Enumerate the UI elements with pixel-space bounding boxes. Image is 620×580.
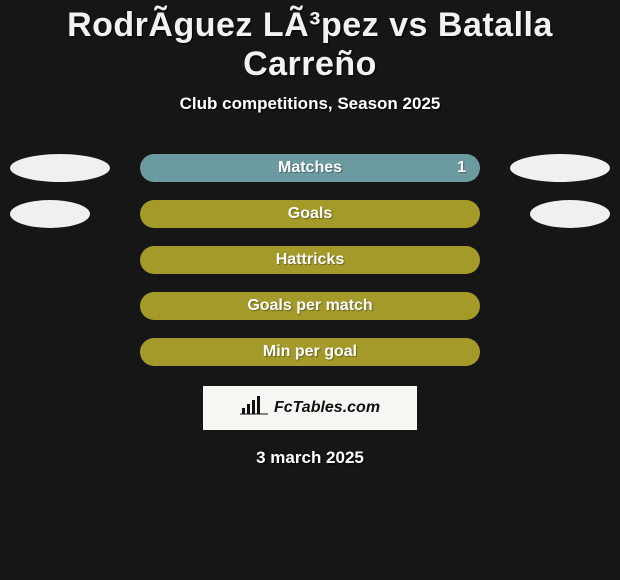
stat-bar: Min per goal: [140, 338, 480, 366]
stat-row: Hattricks: [0, 246, 620, 274]
stat-bar: Matches 1: [140, 154, 480, 182]
page-title: RodrÃ­guez LÃ³pez vs Batalla Carreño: [0, 0, 620, 84]
stat-row: Goals per match: [0, 292, 620, 320]
chart-bars-icon: [240, 396, 268, 421]
stat-label: Hattricks: [276, 251, 344, 269]
stat-label: Goals per match: [247, 297, 372, 315]
left-ellipse: [10, 154, 110, 182]
stat-row: Goals: [0, 200, 620, 228]
right-ellipse: [530, 200, 610, 228]
stat-row: Matches 1: [0, 154, 620, 182]
left-ellipse: [10, 200, 90, 228]
subtitle: Club competitions, Season 2025: [0, 94, 620, 114]
stat-label: Matches: [278, 159, 342, 177]
right-ellipse: [510, 154, 610, 182]
date-text: 3 march 2025: [0, 448, 620, 468]
stat-label: Goals: [288, 205, 332, 223]
brand-box: FcTables.com: [203, 386, 417, 430]
stat-bar: Goals: [140, 200, 480, 228]
stat-row: Min per goal: [0, 338, 620, 366]
brand-text: FcTables.com: [274, 399, 380, 417]
stat-bar: Goals per match: [140, 292, 480, 320]
stat-label: Min per goal: [263, 343, 357, 361]
stat-bar: Hattricks: [140, 246, 480, 274]
stats-rows: Matches 1 Goals Hattricks Goals per match Min…: [0, 154, 620, 366]
stat-value: 1: [457, 159, 466, 177]
